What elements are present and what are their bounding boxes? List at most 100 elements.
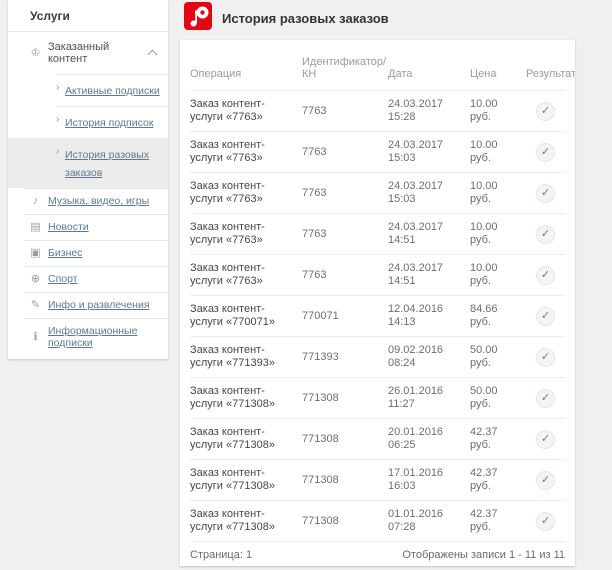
cell-result bbox=[526, 213, 565, 255]
sidebar: Услуги ♔ Заказанный контент Активные под… bbox=[8, 0, 168, 359]
cell-identifier: 771308 bbox=[302, 459, 388, 501]
page-indicator: Страница: 1 bbox=[190, 549, 253, 561]
cell-identifier: 770071 bbox=[302, 295, 388, 337]
table-header-row: Операция Идентификатор/ КН Дата Цена Рез… bbox=[190, 40, 575, 91]
sidebar-item: ⊕ Спорт bbox=[8, 266, 168, 292]
success-check-icon bbox=[536, 429, 555, 449]
success-check-icon bbox=[536, 306, 555, 326]
cell-operation: Заказ контент-услуги «7763» bbox=[190, 90, 302, 132]
sidebar-item-link[interactable]: Новости bbox=[48, 221, 89, 233]
cell-price: 10.00 руб. bbox=[470, 254, 526, 296]
table-row: Заказ контент-услуги «7763» 7763 24.03.2… bbox=[190, 90, 565, 132]
table-row: Заказ контент-услуги «771393» 771393 09.… bbox=[190, 336, 565, 378]
cell-date: 24.03.2017 15:03 bbox=[388, 131, 470, 173]
orders-table: Операция Идентификатор/ КН Дата Цена Рез… bbox=[190, 40, 575, 541]
table-row: Заказ контент-услуги «7763» 7763 24.03.2… bbox=[190, 254, 565, 296]
column-operation: Операция bbox=[190, 68, 242, 80]
sidebar-item-link[interactable]: Инфо и развлечения bbox=[48, 299, 150, 311]
sidebar-subitem-link[interactable]: Активные подписки bbox=[65, 85, 160, 97]
cell-result bbox=[526, 295, 565, 337]
music-note-icon: ♪ bbox=[32, 194, 39, 207]
sidebar-item-link[interactable]: Музыка, видео, игры bbox=[48, 195, 150, 207]
cell-identifier: 771308 bbox=[302, 377, 388, 419]
cell-date: 09.02.2016 08:24 bbox=[388, 336, 470, 378]
cell-operation: Заказ контент-услуги «7763» bbox=[190, 172, 302, 214]
table-row: Заказ контент-услуги «771308» 771308 26.… bbox=[190, 377, 565, 419]
cell-operation: Заказ контент-услуги «7763» bbox=[190, 213, 302, 255]
newspaper-icon: ▤ bbox=[30, 220, 41, 233]
cell-price: 10.00 руб. bbox=[470, 213, 526, 255]
sidebar-item-link[interactable]: Спорт bbox=[48, 273, 78, 285]
cell-result bbox=[526, 500, 565, 541]
cell-date: 24.03.2017 14:51 bbox=[388, 213, 470, 255]
success-check-icon bbox=[536, 470, 555, 490]
sidebar-section-ordered-content[interactable]: ♔ Заказанный контент bbox=[8, 32, 168, 74]
sidebar-item-link[interactable]: Информационные подписки bbox=[48, 325, 138, 349]
cell-price: 50.00 руб. bbox=[470, 377, 526, 419]
table-row: Заказ контент-услуги «771308» 771308 01.… bbox=[190, 500, 565, 541]
cell-identifier: 7763 bbox=[302, 254, 388, 296]
sidebar-subitem-link[interactable]: История подписок bbox=[65, 117, 153, 129]
sidebar-items: ♪ Музыка, видео, игры ▤ Новости ▣ Бизнес… bbox=[8, 188, 168, 356]
cell-date: 20.01.2016 06:25 bbox=[388, 418, 470, 460]
sidebar-subitems: Активные подписки История подписок Истор… bbox=[8, 74, 168, 188]
column-identifier: Идентификатор/ КН bbox=[302, 56, 387, 80]
table-row: Заказ контент-услуги «7763» 7763 24.03.2… bbox=[190, 213, 565, 255]
sidebar-section-label: Заказанный контент bbox=[48, 41, 110, 65]
orders-card: Операция Идентификатор/ КН Дата Цена Рез… bbox=[180, 40, 575, 566]
cell-result bbox=[526, 131, 565, 173]
cell-identifier: 7763 bbox=[302, 90, 388, 132]
column-price: Цена bbox=[470, 68, 497, 80]
cell-identifier: 7763 bbox=[302, 172, 388, 214]
briefcase-icon: ▣ bbox=[30, 246, 41, 259]
cell-operation: Заказ контент-услуги «770071» bbox=[190, 295, 302, 337]
success-check-icon bbox=[536, 265, 555, 285]
cell-date: 01.01.2016 07:28 bbox=[388, 500, 470, 541]
page-title: История разовых заказов bbox=[222, 11, 389, 26]
table-row: Заказ контент-услуги «7763» 7763 24.03.2… bbox=[190, 131, 565, 173]
cell-date: 17.01.2016 16:03 bbox=[388, 459, 470, 501]
cell-identifier: 771308 bbox=[302, 418, 388, 460]
cell-operation: Заказ контент-услуги «7763» bbox=[190, 131, 302, 173]
cell-date: 12.04.2016 14:13 bbox=[388, 295, 470, 337]
sidebar-item-link[interactable]: Бизнес bbox=[48, 247, 83, 259]
cell-price: 42.37 руб. bbox=[470, 500, 526, 541]
cell-price: 42.37 руб. bbox=[470, 459, 526, 501]
sidebar-item: ▣ Бизнес bbox=[8, 240, 168, 266]
cell-operation: Заказ контент-услуги «771308» bbox=[190, 418, 302, 460]
cell-operation: Заказ контент-услуги «771308» bbox=[190, 377, 302, 419]
cell-identifier: 771308 bbox=[302, 500, 388, 541]
table-row: Заказ контент-услуги «771308» 771308 20.… bbox=[190, 418, 565, 460]
sidebar-item: ✎ Инфо и развлечения bbox=[8, 292, 168, 318]
cell-identifier: 771393 bbox=[302, 336, 388, 378]
cell-result bbox=[526, 336, 565, 378]
cell-price: 50.00 руб. bbox=[470, 336, 526, 378]
sidebar-item: ℹ Информационные подписки bbox=[8, 318, 168, 356]
sidebar-subitem: История разовых заказов bbox=[8, 138, 168, 188]
cell-operation: Заказ контент-услуги «771308» bbox=[190, 500, 302, 541]
column-result: Результат bbox=[526, 68, 575, 80]
cell-date: 26.01.2016 11:27 bbox=[388, 377, 470, 419]
cell-price: 10.00 руб. bbox=[470, 90, 526, 132]
cell-date: 24.03.2017 15:03 bbox=[388, 172, 470, 214]
cell-identifier: 7763 bbox=[302, 131, 388, 173]
sidebar-title: Услуги bbox=[8, 0, 168, 32]
column-date: Дата bbox=[388, 68, 413, 80]
music-video-games-logo-icon bbox=[184, 2, 212, 30]
sidebar-subitem-link[interactable]: История разовых заказов bbox=[65, 149, 149, 179]
crown-badge-icon: ♔ bbox=[30, 46, 41, 59]
table-row: Заказ контент-услуги «770071» 770071 12.… bbox=[190, 295, 565, 337]
sidebar-item: ♪ Музыка, видео, игры bbox=[8, 188, 168, 214]
cell-price: 42.37 руб. bbox=[470, 418, 526, 460]
records-range: Отображены записи 1 - 11 из 11 bbox=[402, 549, 565, 561]
sidebar-item: ▤ Новости bbox=[8, 214, 168, 240]
cell-result bbox=[526, 377, 565, 419]
cell-result bbox=[526, 418, 565, 460]
cell-result bbox=[526, 254, 565, 296]
cell-date: 24.03.2017 14:51 bbox=[388, 254, 470, 296]
cell-operation: Заказ контент-услуги «7763» bbox=[190, 254, 302, 296]
cell-price: 10.00 руб. bbox=[470, 131, 526, 173]
table-footer: Страница: 1 Отображены записи 1 - 11 из … bbox=[190, 541, 565, 566]
success-check-icon bbox=[536, 142, 555, 162]
cell-operation: Заказ контент-услуги «771308» bbox=[190, 459, 302, 501]
